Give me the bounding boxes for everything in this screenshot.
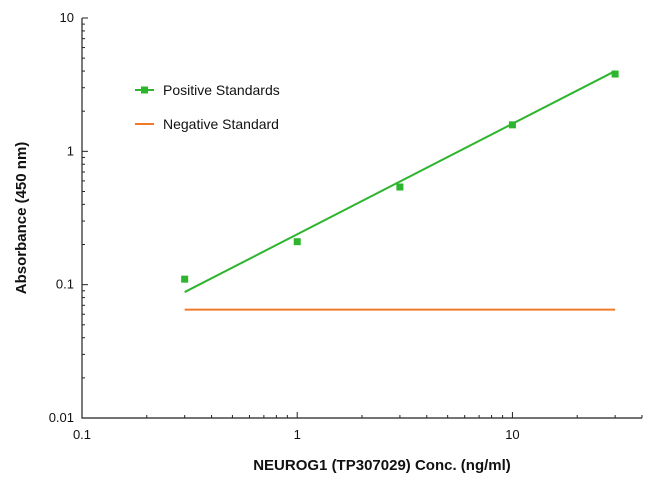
positive-standards-point	[293, 238, 301, 246]
y-axis-title: Absorbance (450 nm)	[13, 142, 30, 295]
x-tick-label: 0.1	[73, 427, 91, 442]
y-tick-label: 0.01	[49, 410, 74, 425]
positive-standards-point	[508, 121, 516, 129]
y-axis-ticks: 0.01 0.1 1 10	[49, 10, 88, 425]
legend-label-negative: Negative Standard	[163, 116, 279, 132]
plot-area: 0.01 0.1 1 10 0.1 1 10	[49, 10, 643, 442]
positive-standards-fit-line	[184, 70, 616, 293]
series-layer	[181, 70, 619, 311]
legend-label-positive: Positive Standards	[163, 82, 280, 98]
legend-swatch-positive-marker	[141, 86, 148, 94]
legend-item-positive: Positive Standards	[135, 82, 280, 98]
x-tick-label: 10	[505, 427, 519, 442]
x-axis-ticks: 0.1 1 10	[73, 412, 643, 442]
x-axis-title: NEUROG1 (TP307029) Conc. (ng/ml)	[253, 457, 511, 474]
y-tick-label: 1	[67, 143, 74, 158]
axes-frame	[81, 18, 642, 419]
x-tick-label: 1	[294, 427, 301, 442]
positive-standards-point	[611, 70, 619, 78]
y-tick-label: 0.1	[56, 277, 74, 292]
y-tick-label: 10	[60, 10, 74, 25]
positive-standards-point	[181, 275, 189, 283]
legend: Positive Standards Negative Standard	[135, 82, 280, 132]
positive-standards-point	[396, 183, 404, 191]
legend-item-negative: Negative Standard	[135, 116, 279, 132]
